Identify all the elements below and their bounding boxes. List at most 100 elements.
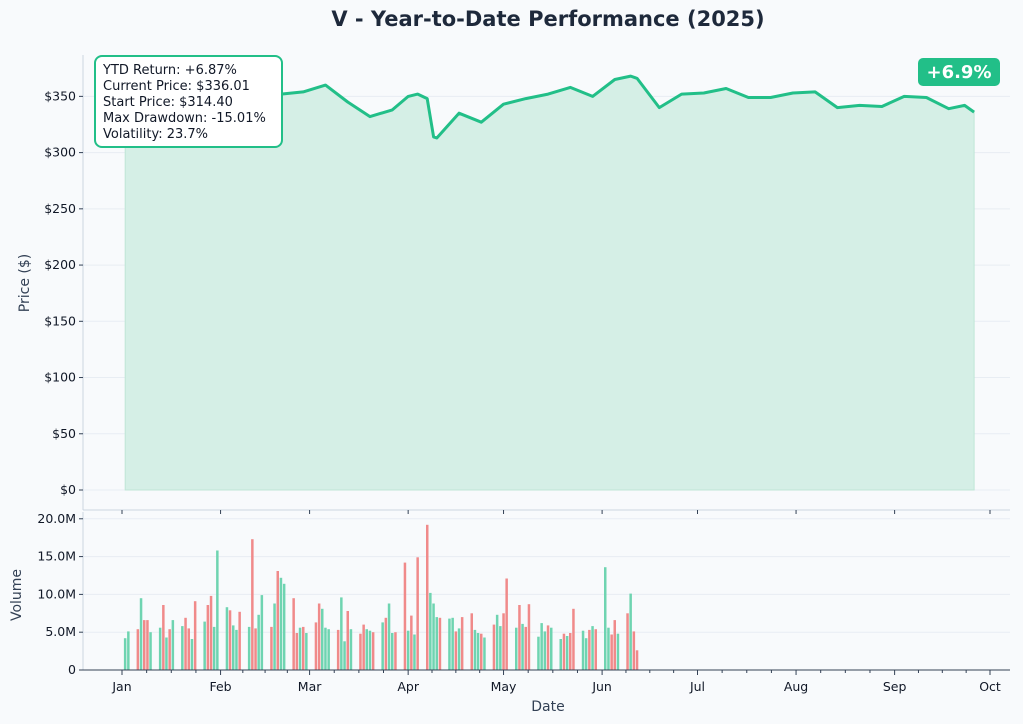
volume-bar-down [143, 620, 146, 670]
return-badge-text: +6.9% [926, 62, 991, 83]
volume-bar-up [537, 636, 540, 670]
volume-bar-down [162, 605, 165, 670]
volume-bar-up [279, 577, 283, 670]
volume-bar-up [298, 627, 302, 670]
volume-bar-down [569, 633, 572, 670]
return-badge-background [918, 58, 1000, 86]
volume-bar-down [270, 626, 273, 670]
volume-bar-down [524, 626, 527, 670]
volume-bar-up [483, 637, 486, 670]
volume-bar-down [184, 617, 187, 670]
volume-bar-down [359, 633, 362, 670]
price-tick-label: $350 [44, 88, 76, 103]
volume-bar-up [435, 617, 438, 670]
volume-bar-down [384, 617, 388, 670]
volume-bar-down [588, 629, 591, 670]
price-panel: $0$50$100$150$200$250$300$350 Price ($) … [17, 55, 1010, 511]
volume-bar-down [416, 557, 419, 670]
volume-bar-up [565, 636, 569, 670]
volume-bar-down [362, 624, 365, 670]
volume-y-label: Volume [9, 569, 25, 621]
volume-bar-down [251, 539, 254, 670]
volume-bar-down [403, 562, 407, 670]
volume-bar-down [292, 598, 295, 670]
volume-bar-down [492, 624, 496, 670]
volume-bar-up [327, 629, 330, 670]
volume-tick-label: 5.0M [45, 624, 76, 639]
volume-bar-up [616, 633, 620, 670]
volume-bar-up [499, 626, 502, 670]
volume-bar-up [158, 627, 162, 670]
volume-bar-up [282, 583, 286, 670]
volume-bar-up [629, 593, 632, 670]
stats-box-frame [94, 55, 283, 148]
x-tick-label: Oct [979, 679, 1001, 694]
volume-bar-down [460, 617, 464, 670]
volume-x-label: Date [531, 699, 564, 715]
price-line [124, 74, 975, 144]
volume-bar-up [257, 614, 260, 670]
volume-bar-up [515, 627, 518, 670]
volume-bar-down [518, 605, 521, 670]
volume-bar-down [168, 629, 171, 670]
volume-bar-up [607, 627, 610, 670]
volume-bar-up [591, 626, 594, 670]
volume-bar-down [346, 611, 349, 670]
volume-bar-down [438, 617, 442, 670]
volume-tick-label: 0 [68, 662, 76, 677]
volume-bar-up [521, 623, 524, 670]
volume-bar-down [228, 610, 232, 670]
volume-bar-up [212, 626, 216, 670]
volume-bar-up [432, 603, 435, 670]
volume-tick-label: 20.0M [37, 511, 76, 526]
volume-bar-down [136, 629, 140, 670]
price-tick-label: $300 [44, 145, 76, 160]
volume-bar-up [387, 603, 391, 670]
volume-bar-down [314, 622, 318, 670]
volume-bar-down [302, 626, 305, 670]
volume-bar-down [254, 628, 257, 670]
x-tick-label: Jun [591, 679, 612, 694]
volume-bar-down [146, 620, 149, 670]
volume-bar-down [480, 633, 483, 670]
volume-bar-down [610, 634, 613, 670]
x-tick-label: Sep [883, 679, 907, 694]
volume-tick-label: 10.0M [37, 586, 76, 601]
volume-bar-up [413, 634, 416, 670]
volume-bar-up [190, 639, 194, 670]
volume-bars [123, 524, 639, 670]
volume-bar-down [206, 605, 210, 670]
volume-bar-down [594, 629, 597, 670]
stats-volatility: Volatility: 23.7% [103, 127, 208, 142]
volume-bar-down [209, 595, 213, 670]
volume-bar-up [139, 598, 143, 670]
volume-bar-up [181, 626, 184, 670]
volume-bar-up [604, 567, 607, 670]
stats-box: YTD Return: +6.87% Current Price: $336.0… [94, 55, 283, 148]
x-tick-label: Feb [209, 679, 231, 694]
price-tick-label: $50 [52, 426, 76, 441]
x-tick-label: Aug [784, 679, 808, 694]
price-tick-label: $250 [44, 201, 76, 216]
volume-bar-down [238, 611, 241, 670]
price-y-ticks: $0 $50 $100 $150 $200 $250 $300 $350 [44, 88, 83, 497]
volume-bar-down [626, 613, 629, 670]
volume-bar-up [368, 630, 372, 670]
volume-bar-up [495, 614, 499, 670]
volume-bar-up [235, 629, 238, 670]
price-tick-label: $0 [60, 482, 76, 497]
volume-bar-up [225, 607, 229, 670]
volume-bar-up [391, 633, 394, 670]
volume-bar-up [203, 621, 206, 670]
volume-bar-up [349, 629, 353, 670]
x-tick-label: Apr [397, 679, 419, 694]
volume-bar-down [502, 613, 505, 670]
return-badge: +6.9% [918, 58, 1000, 86]
volume-grid [83, 518, 1010, 671]
volume-bar-up [149, 632, 152, 670]
volume-bar-down [295, 633, 299, 670]
volume-bar-down [527, 604, 531, 670]
volume-bar-up [448, 618, 451, 670]
volume-bar-up [451, 617, 454, 670]
